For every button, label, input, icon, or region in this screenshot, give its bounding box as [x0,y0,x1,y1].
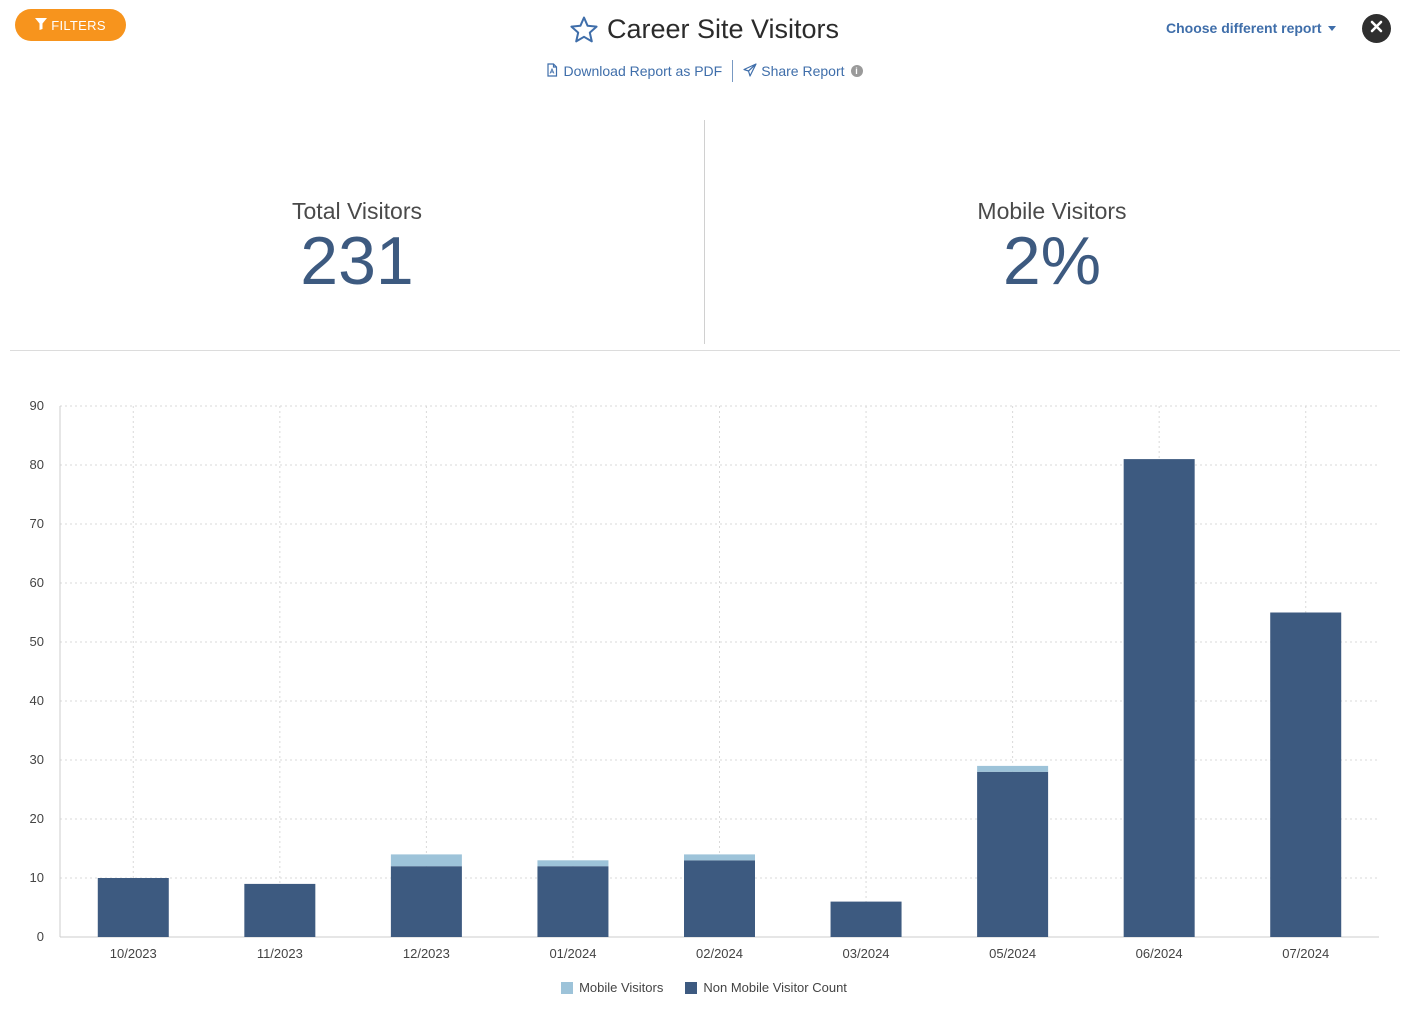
total-visitors-label: Total Visitors [292,198,422,224]
report-title-bar: Career Site Visitors [0,14,1408,45]
x-tick-label: 11/2023 [257,946,303,961]
pdf-file-icon [545,62,559,80]
close-icon [1370,20,1383,38]
x-tick-label: 10/2023 [110,946,157,961]
bar-non-mobile [537,866,609,937]
y-tick-label: 90 [30,398,44,413]
bar-non-mobile [1270,612,1342,937]
bar-non-mobile [97,878,169,937]
y-tick-label: 60 [30,575,44,590]
legend-item-mobile[interactable]: Mobile Visitors [561,980,663,995]
x-tick-label: 07/2024 [1282,946,1329,961]
bar-non-mobile [684,860,755,937]
share-report-label: Share Report [761,63,845,79]
bar-mobile [390,854,462,867]
mobile-visitors-stat: Mobile Visitors 2% [705,120,1399,344]
download-pdf-label: Download Report as PDF [563,63,723,79]
total-visitors-stat: Total Visitors 231 [10,120,704,344]
bar-non-mobile [1123,459,1195,937]
close-button[interactable] [1362,14,1391,43]
x-tick-label: 01/2024 [549,946,596,961]
y-tick-label: 80 [30,457,44,472]
page-title: Career Site Visitors [606,14,840,44]
filter-icon [35,17,48,33]
y-tick-label: 50 [30,634,44,649]
choose-report-dropdown[interactable]: Choose different report [1166,20,1336,36]
legend-item-non-mobile[interactable]: Non Mobile Visitor Count [685,980,847,995]
filters-label: FILTERS [51,17,106,33]
total-visitors-value: 231 [300,223,414,299]
chart-legend: Mobile Visitors Non Mobile Visitor Count [0,980,1408,995]
x-tick-label: 12/2023 [403,946,450,961]
download-pdf-link[interactable]: Download Report as PDF [545,62,723,80]
bar-mobile [537,860,609,867]
x-tick-label: 05/2024 [989,946,1036,961]
mobile-visitors-label: Mobile Visitors [977,198,1127,224]
favorite-star-icon[interactable] [569,15,599,45]
y-tick-label: 0 [37,929,44,944]
mobile-visitors-value: 2% [1002,223,1102,299]
filters-button[interactable]: FILTERS [15,9,126,41]
action-separator [732,60,734,82]
choose-report-label: Choose different report [1166,20,1322,36]
y-tick-label: 10 [30,870,44,885]
bar-mobile [684,854,755,861]
share-report-link[interactable]: Share Report i [743,62,863,80]
legend-swatch-non-mobile [685,981,698,994]
x-tick-label: 06/2024 [1136,946,1183,961]
bar-non-mobile [390,866,462,937]
y-tick-label: 40 [30,693,44,708]
bar-non-mobile [977,771,1049,937]
report-actions: Download Report as PDF Share Report i [0,60,1408,82]
x-tick-label: 03/2024 [843,946,890,961]
legend-label-non-mobile: Non Mobile Visitor Count [703,980,847,995]
bar-non-mobile [244,883,316,937]
bar-non-mobile [830,901,902,937]
y-tick-label: 70 [30,516,44,531]
bar-mobile [977,765,1049,772]
y-tick-label: 30 [30,752,44,767]
visitors-chart: 0 10 20 30 40 50 60 70 80 90 10/2023 11/2023 12/2023… [0,380,1408,1020]
x-tick-label: 02/2024 [696,946,743,961]
legend-label-mobile: Mobile Visitors [579,980,664,995]
caret-down-icon [1327,25,1336,31]
legend-swatch-mobile [561,981,574,994]
stats-divider [704,120,705,344]
info-icon[interactable]: i [850,65,863,77]
paper-plane-icon [743,62,757,80]
y-tick-label: 20 [30,811,44,826]
bar-chart-svg: 0 10 20 30 40 50 60 70 80 90 10/2023 11/2023 12/2023… [30,398,1379,961]
summary-stats: Total Visitors 231 Mobile Visitors 2% [10,120,1400,351]
